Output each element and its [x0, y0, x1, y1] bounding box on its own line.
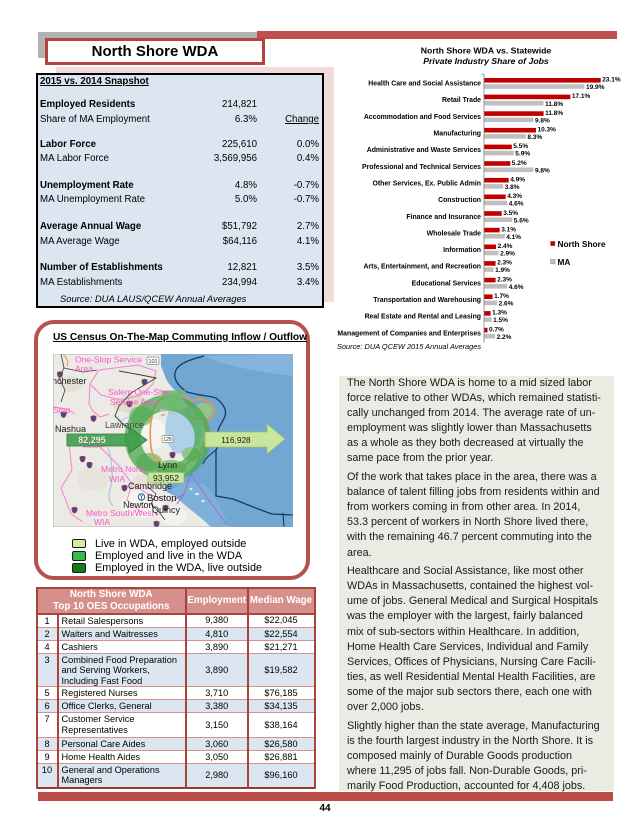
- svg-text:3.1%: 3.1%: [501, 226, 516, 233]
- svg-text:Lawrence: Lawrence: [105, 420, 144, 430]
- svg-text:Lynn: Lynn: [158, 460, 177, 470]
- svg-text:Other Services, Ex. Public Adm: Other Services, Ex. Public Admin: [372, 181, 481, 188]
- svg-text:Manufacturing: Manufacturing: [434, 131, 481, 138]
- svg-text:Construction: Construction: [438, 197, 481, 204]
- svg-text:Arts, Entertainment, and Recre: Arts, Entertainment, and Recreation: [363, 264, 481, 271]
- svg-text:2.4%: 2.4%: [498, 243, 513, 250]
- svg-text:Health Care and Social Assista: Health Care and Social Assistance: [368, 81, 481, 88]
- svg-text:93,952: 93,952: [153, 473, 179, 483]
- svg-text:82,295: 82,295: [78, 435, 106, 445]
- svg-text:4.6%: 4.6%: [509, 284, 524, 291]
- svg-text:2.3%: 2.3%: [497, 260, 512, 267]
- svg-text:Boston: Boston: [147, 493, 177, 504]
- svg-text:Cambridge: Cambridge: [128, 481, 172, 491]
- svg-text:0.7%: 0.7%: [489, 326, 504, 333]
- svg-text:116,928: 116,928: [221, 435, 251, 445]
- svg-text:MA: MA: [558, 257, 571, 267]
- svg-text:Transportation and Warehousing: Transportation and Warehousing: [373, 297, 481, 304]
- svg-text:Information: Information: [443, 247, 481, 254]
- svg-text:Administrative and Waste Servi: Administrative and Waste Services: [367, 147, 481, 154]
- svg-text:23.1%: 23.1%: [602, 77, 621, 84]
- svg-text:1.9%: 1.9%: [495, 267, 510, 274]
- svg-text:Salem One-Stop: Salem One-Stop: [108, 387, 171, 397]
- svg-text:Metro South/West: Metro South/West: [86, 508, 155, 518]
- svg-text:101: 101: [148, 359, 157, 365]
- svg-text:Private Industry Share of Jobs: Private Industry Share of Jobs: [423, 56, 549, 66]
- svg-text:Professional and Technical Ser: Professional and Technical Services: [362, 164, 481, 171]
- svg-text:One-Stop Service: One-Stop Service: [75, 355, 142, 365]
- svg-text:1.5%: 1.5%: [493, 317, 508, 324]
- svg-text:Wholesale Trade: Wholesale Trade: [427, 230, 482, 237]
- svg-text:Retail Trade: Retail Trade: [442, 97, 481, 104]
- svg-text:5.2%: 5.2%: [512, 160, 527, 167]
- svg-text:3.5%: 3.5%: [503, 210, 518, 217]
- svg-text:North Shore WDA vs. Statewide: North Shore WDA vs. Statewide: [421, 45, 552, 55]
- svg-text:Metro North: Metro North: [101, 464, 146, 474]
- svg-text:9.8%: 9.8%: [535, 117, 550, 124]
- svg-text:WIA: WIA: [109, 474, 125, 484]
- svg-text:5.5%: 5.5%: [513, 143, 528, 150]
- svg-text:4.9%: 4.9%: [510, 177, 525, 184]
- svg-text:Real Estate and Rental and Lea: Real Estate and Rental and Leasing: [365, 314, 481, 321]
- svg-text:2.3%: 2.3%: [497, 276, 512, 283]
- svg-text:5.9%: 5.9%: [515, 151, 530, 158]
- svg-text:1.7%: 1.7%: [494, 293, 509, 300]
- svg-text:19.9%: 19.9%: [586, 84, 605, 91]
- svg-text:T: T: [140, 496, 144, 502]
- svg-text:2.2%: 2.2%: [497, 334, 512, 341]
- svg-text:8.3%: 8.3%: [527, 134, 542, 141]
- svg-text:11.8%: 11.8%: [545, 110, 563, 117]
- svg-text:128: 128: [163, 437, 172, 443]
- svg-text:nchester: nchester: [53, 376, 87, 386]
- svg-text:Area: Area: [75, 364, 93, 374]
- svg-text:WIA: WIA: [94, 517, 110, 527]
- svg-text:3.8%: 3.8%: [505, 184, 520, 191]
- svg-text:9.8%: 9.8%: [535, 167, 550, 174]
- svg-text:2.6%: 2.6%: [499, 301, 514, 308]
- svg-text:17.1%: 17.1%: [572, 93, 591, 100]
- svg-text:Nashua: Nashua: [55, 424, 86, 434]
- svg-text:Accommodation and Food Service: Accommodation and Food Services: [364, 114, 481, 121]
- svg-text:Source: DUA QCEW 2015 Annual A: Source: DUA QCEW 2015 Annual Averages: [337, 342, 481, 351]
- svg-text:Finance and Insurance: Finance and Insurance: [406, 214, 481, 221]
- svg-text:Service Area: Service Area: [110, 397, 158, 407]
- svg-text:Management of Companies and En: Management of Companies and Enterprises: [337, 330, 481, 337]
- svg-text:10.3%: 10.3%: [538, 127, 557, 134]
- svg-text:Newton: Newton: [123, 500, 154, 510]
- svg-text:4.6%: 4.6%: [509, 201, 524, 208]
- svg-text:11.8%: 11.8%: [545, 101, 563, 108]
- svg-text:4.3%: 4.3%: [507, 193, 522, 200]
- svg-text:2.9%: 2.9%: [500, 251, 515, 258]
- svg-text:4.1%: 4.1%: [506, 234, 521, 241]
- svg-text:Stop: Stop: [53, 405, 71, 415]
- svg-text:North Shore: North Shore: [558, 239, 606, 249]
- svg-text:1.3%: 1.3%: [492, 310, 507, 317]
- svg-text:Educational Services: Educational Services: [412, 280, 481, 287]
- svg-text:5.6%: 5.6%: [514, 217, 529, 224]
- svg-text:Quincy: Quincy: [152, 505, 181, 515]
